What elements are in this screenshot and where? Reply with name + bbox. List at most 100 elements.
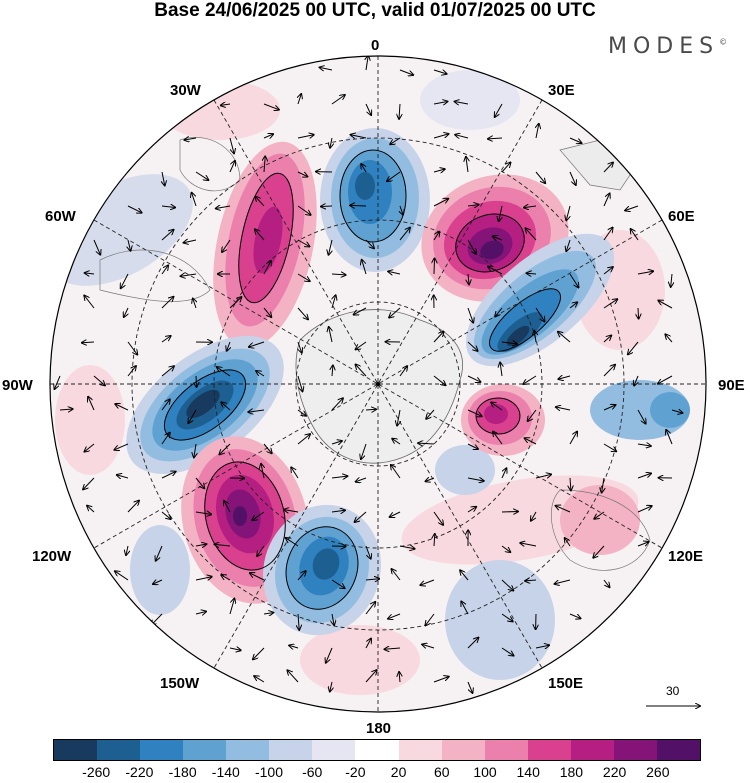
anomaly-field: [50, 56, 706, 712]
wind-vector: [331, 441, 342, 444]
colorbar-swatch: [269, 740, 313, 760]
wind-vector: [467, 409, 482, 416]
wind-vector: [326, 647, 333, 663]
wind-vector: [192, 193, 197, 207]
wind-vector: [351, 135, 367, 138]
colorbar-tick-label: -100: [254, 764, 284, 780]
wind-vector: [365, 103, 371, 115]
wind-vector: [356, 478, 367, 482]
wind-vector: [434, 258, 435, 275]
wind-vector: [229, 648, 241, 650]
wind-vector: [602, 477, 604, 493]
wind-vector: [366, 56, 368, 71]
colorbar-swatch: [183, 740, 227, 760]
colorbar-tick-label: 220: [602, 764, 627, 780]
wind-vector: [501, 342, 517, 344]
wind-vector: [665, 334, 673, 343]
wind-vector: [354, 307, 367, 315]
wind-vector: [331, 398, 343, 411]
colorbar-swatch: [527, 740, 571, 760]
wind-vector: [221, 575, 231, 581]
wind-vector: [467, 375, 480, 382]
wind-vector: [193, 299, 196, 309]
wind-vector: [248, 410, 265, 412]
wind-vector: [501, 468, 506, 479]
wind-vector: [255, 229, 265, 241]
wind-vector: [361, 443, 367, 459]
wind-vector: [631, 229, 639, 241]
wind-vector: [418, 443, 435, 444]
wind-vector: [399, 546, 415, 549]
wind-vector: [637, 473, 651, 479]
wind-vector: [455, 135, 469, 138]
wind-vector: [603, 194, 610, 207]
wind-vector: [224, 501, 231, 513]
wind-vector: [331, 579, 345, 588]
wind-vector: [297, 273, 310, 281]
wind-vector: [425, 613, 435, 625]
colorbar-swatch: [570, 740, 614, 760]
colorbar-swatch: [54, 740, 98, 760]
wind-vector: [297, 205, 311, 215]
wind-vector: [493, 236, 503, 240]
wind-vector: [528, 409, 537, 421]
wind-vector: [501, 579, 513, 591]
colorbar-tick-label: -220: [125, 764, 154, 780]
wind-vector: [433, 511, 443, 525]
wind-vector: [392, 569, 401, 581]
wind-vector: [565, 538, 571, 547]
colorbar-tick-label: -20: [345, 764, 366, 780]
wind-vector: [603, 365, 615, 377]
colorbar: [53, 739, 701, 761]
wind-vector: [433, 332, 444, 343]
wind-vector: [284, 510, 299, 512]
wind-vector: [114, 443, 129, 450]
wind-vector: [121, 273, 129, 288]
wind-vector: [297, 171, 307, 177]
wind-vector: [219, 443, 231, 454]
colorbar-tick-label: 60: [434, 764, 450, 780]
wind-vector: [320, 67, 333, 70]
pole-marker: [376, 382, 380, 386]
wind-vector: [569, 171, 576, 185]
wind-vector: [455, 102, 469, 105]
label-lon-150e: 150E: [548, 675, 584, 692]
wind-vector: [387, 171, 401, 181]
contour-lines: [163, 149, 561, 610]
wind-vector: [297, 239, 309, 247]
wind-vector: [297, 307, 308, 319]
wind-vector: [195, 477, 204, 488]
wind-vector: [491, 402, 503, 411]
wind-vector: [671, 273, 672, 287]
wind-vector: [261, 464, 264, 479]
wind-vector: [257, 545, 265, 556]
wind-vector: [638, 307, 639, 319]
wind-vector: [256, 371, 265, 377]
wind-vector: [531, 511, 537, 521]
wind-vector: [637, 409, 646, 424]
wind-vector: [467, 205, 479, 206]
wind-vector: [255, 197, 265, 207]
wind-vector: [85, 443, 95, 452]
label-lon-30e: 30E: [548, 82, 575, 99]
wind-vector: [569, 273, 579, 287]
wind-vector: [332, 613, 334, 625]
wind-vector: [603, 163, 613, 173]
wind-vector: [399, 228, 410, 241]
wind-vector: [229, 297, 241, 309]
wind-vector: [332, 295, 336, 309]
wind-vector: [161, 472, 176, 479]
wind-vector: [127, 366, 136, 377]
wind-vector: [399, 366, 407, 377]
wind-vector: [499, 205, 502, 221]
graticule: [50, 56, 706, 712]
wind-vector: [250, 573, 265, 581]
wind-vector: [298, 94, 301, 105]
colorbar-tick-label: 20: [390, 764, 407, 780]
wind-vector: [397, 409, 400, 426]
wind-vector: [637, 506, 652, 513]
wind-vector: [217, 367, 231, 377]
wind-vector: [467, 341, 478, 351]
wind-vector: [524, 206, 537, 208]
wind-vector: [195, 512, 211, 514]
